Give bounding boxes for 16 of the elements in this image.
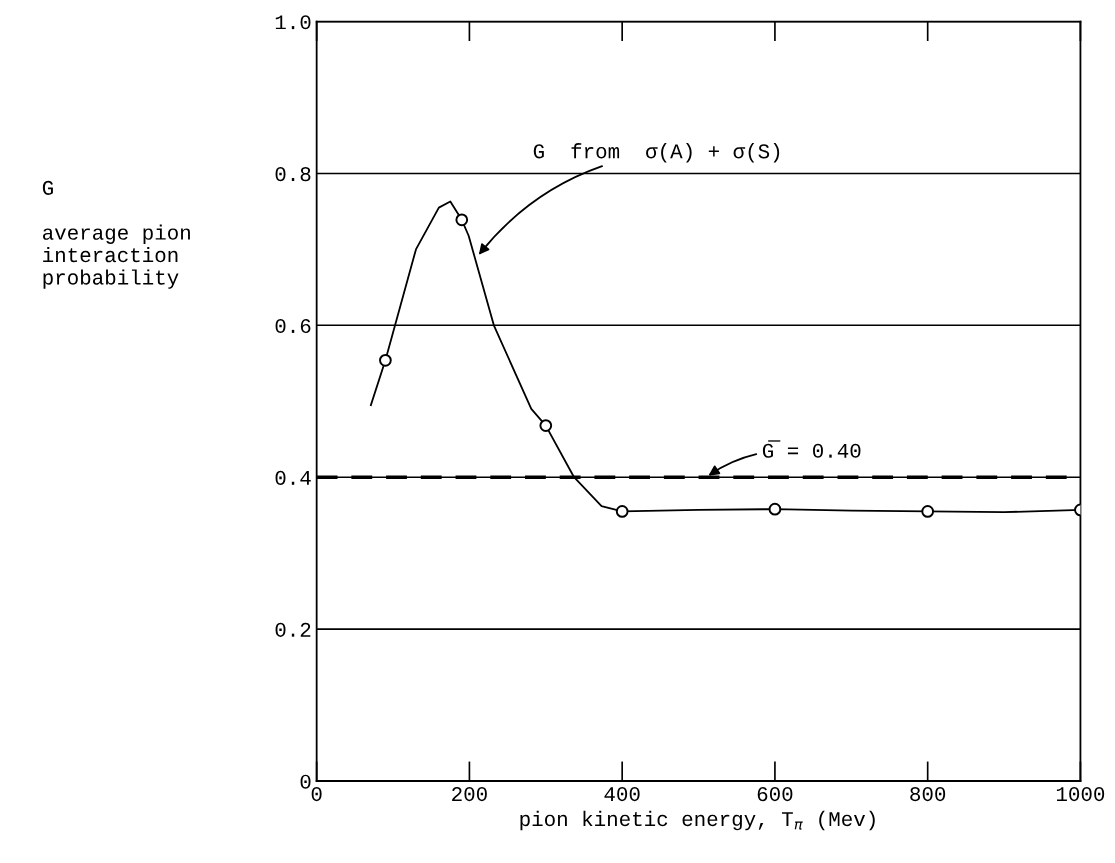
annotation: G from σ(A) + σ(S): [533, 143, 780, 163]
x-tick-label: 0: [311, 787, 322, 802]
x-tick-label: 400: [604, 787, 640, 802]
y-tick-label: 0.4: [275, 470, 311, 485]
x-axis-title: pion kinetic energy, T$_{π}$ (Mev): [520, 810, 875, 831]
y-tick-label: 0: [300, 774, 311, 789]
y-tick-label: 1.0: [275, 15, 311, 30]
y-tick-label: 0.6: [275, 318, 311, 334]
y-tick-label: 0.2: [275, 622, 311, 637]
x-tick-label: 200: [452, 787, 487, 802]
y-tick-label: 0.8: [275, 167, 311, 182]
text: G average pion interaction probability: [42, 180, 190, 289]
ref-line-label: G̅ = 0.40: [762, 440, 861, 458]
x-tick-label: 600: [757, 787, 793, 802]
x-tick-label: 800: [910, 787, 946, 802]
x-tick-label: 1000: [1056, 787, 1105, 802]
